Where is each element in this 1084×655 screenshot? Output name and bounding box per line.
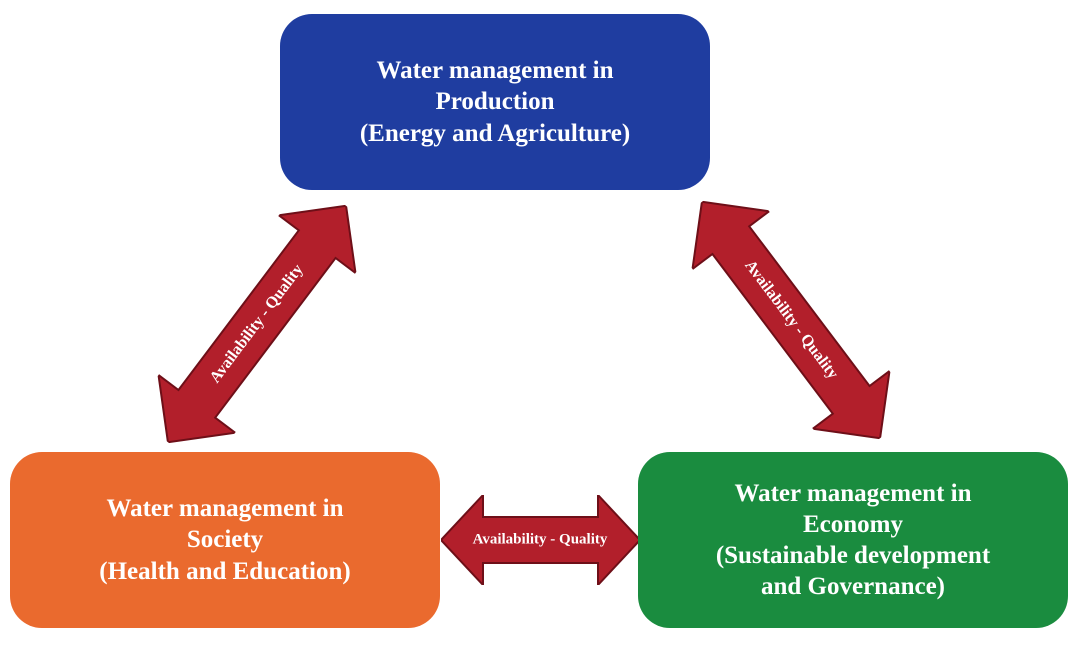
node-economy: Water management inEconomy(Sustainable d… bbox=[638, 452, 1068, 628]
node-label: Water management inSociety(Health and Ed… bbox=[30, 493, 420, 587]
diagram-stage: Availability - Quality Availability - Qua… bbox=[0, 0, 1084, 655]
node-society: Water management inSociety(Health and Ed… bbox=[10, 452, 440, 628]
double-arrow-icon bbox=[664, 173, 919, 467]
node-label: Water management inEconomy(Sustainable d… bbox=[658, 478, 1048, 603]
edge-society-economy: Availability - Quality bbox=[441, 495, 640, 585]
double-arrow-icon bbox=[130, 177, 385, 471]
node-label: Water management inProduction(Energy and… bbox=[300, 55, 690, 149]
edge-prod-economy: Availability - Quality bbox=[664, 173, 919, 467]
double-arrow-icon bbox=[441, 495, 640, 585]
edge-prod-society: Availability - Quality bbox=[130, 177, 385, 471]
node-production: Water management inProduction(Energy and… bbox=[280, 14, 710, 190]
